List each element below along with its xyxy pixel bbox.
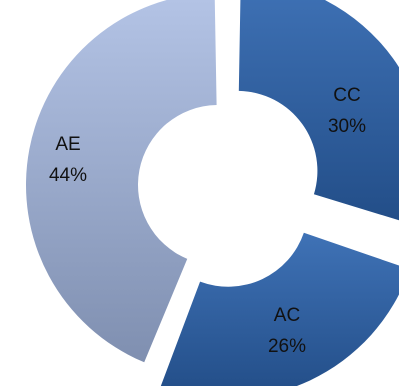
slice-cc xyxy=(239,0,399,227)
slice-label-name-cc: CC xyxy=(333,85,360,106)
donut-slices xyxy=(26,0,399,386)
slice-label-value-ac: 26% xyxy=(268,336,306,357)
slice-label-name-ac: AC xyxy=(274,305,300,326)
slice-label-name-ae: AE xyxy=(55,134,80,155)
slice-label-value-ae: 44% xyxy=(49,165,87,186)
slice-label-value-cc: 30% xyxy=(328,116,366,137)
